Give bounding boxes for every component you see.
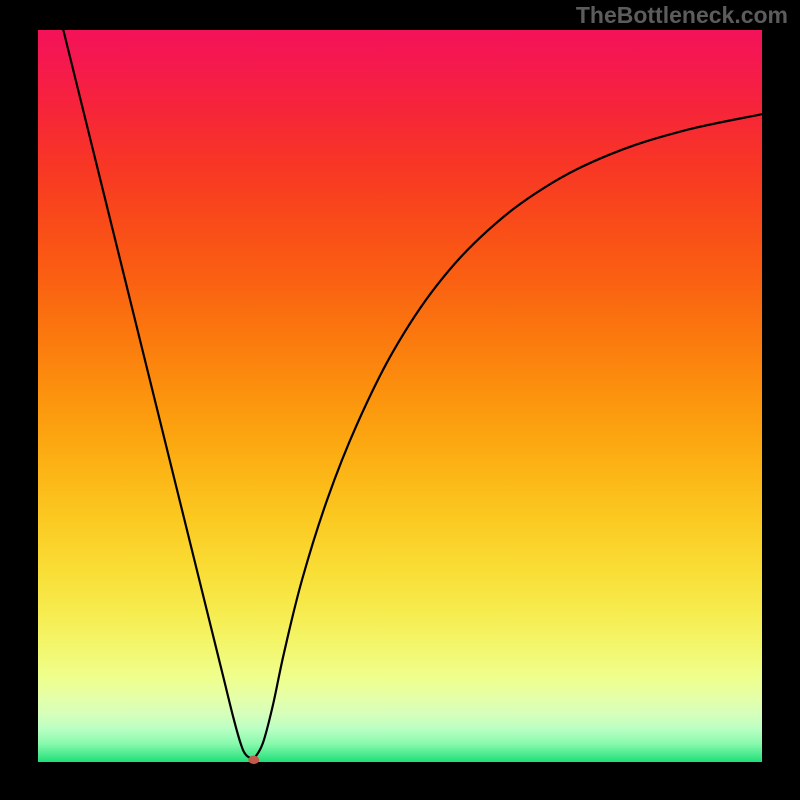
chart-svg: [0, 0, 800, 800]
watermark-text: TheBottleneck.com: [576, 2, 788, 29]
optimal-point-marker: [248, 756, 259, 764]
bottleneck-chart: TheBottleneck.com: [0, 0, 800, 800]
